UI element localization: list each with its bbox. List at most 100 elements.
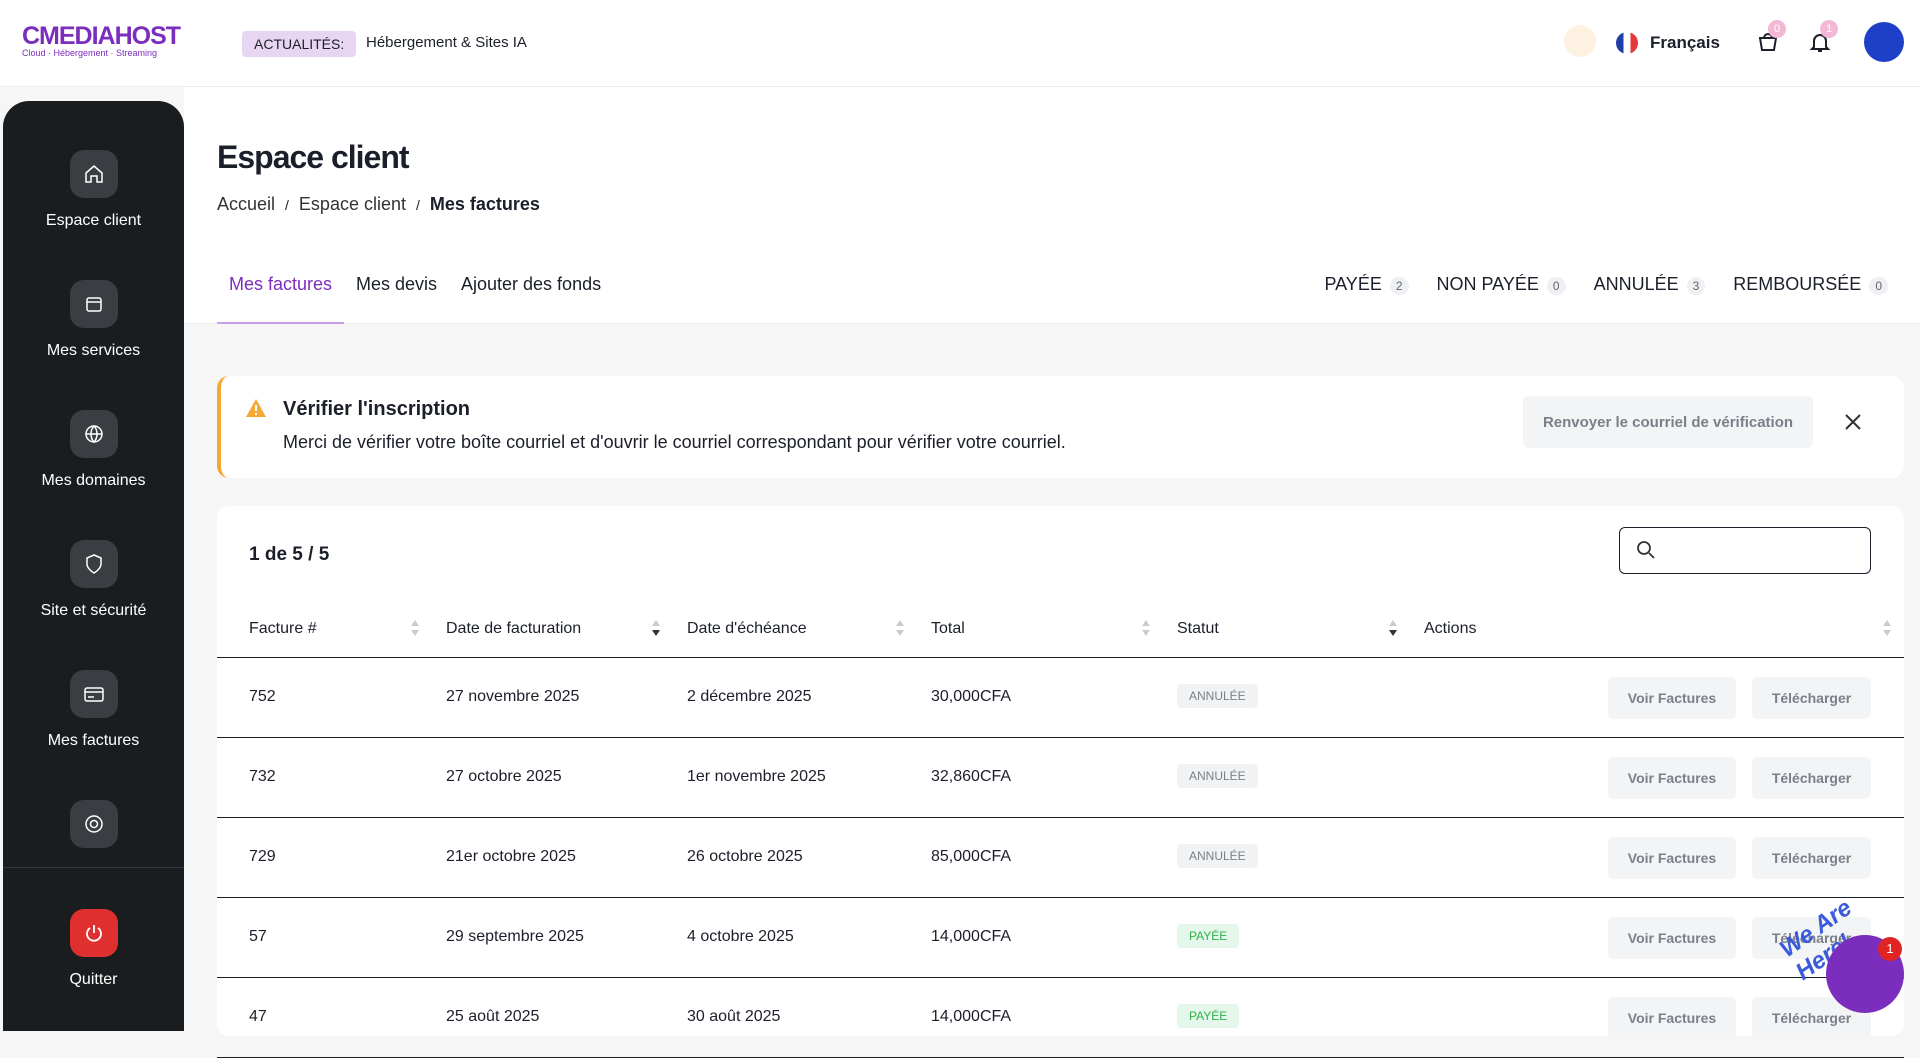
status-filter[interactable]: ANNULÉE 3 (1594, 274, 1706, 295)
breadcrumb-item[interactable]: Accueil (217, 194, 276, 214)
download-button[interactable]: Télécharger (1752, 837, 1871, 879)
sidebar-label: Espace client (45, 212, 142, 229)
tab[interactable]: Mes factures (217, 274, 345, 324)
view-button[interactable]: Voir Factures (1608, 997, 1736, 1039)
breadcrumb-item[interactable]: Espace client (298, 194, 406, 214)
column-header[interactable]: Date de facturation (446, 620, 582, 637)
sidebar-label: Mes services (46, 342, 141, 359)
cell: 752 (249, 688, 276, 705)
sidebar-icon (69, 670, 118, 718)
cell: 29 septembre 2025 (446, 928, 584, 945)
cell: 14,000CFA (931, 928, 1012, 945)
logo-tagline: Cloud · Hébergement · Streaming (22, 48, 158, 58)
sidebar-item[interactable] (3, 800, 184, 862)
sidebar-item[interactable]: Mes domaines (3, 410, 184, 490)
view-button[interactable]: Voir Factures (1608, 917, 1736, 959)
sidebar-label: Site et sécurité (40, 602, 147, 619)
status-filter[interactable]: PAYÉE 2 (1324, 274, 1409, 295)
filter-label: ANNULÉE (1593, 274, 1679, 294)
page: CMEDIAHOST Cloud · Hébergement · Streami… (0, 20, 1920, 1058)
filter-count: 3 (1686, 277, 1706, 295)
filter-count: 2 (1389, 277, 1409, 295)
cell: 27 octobre 2025 (446, 768, 562, 785)
cell: 21er octobre 2025 (446, 848, 576, 865)
news-label: ACTUALITÉS: (242, 31, 357, 57)
logo[interactable]: CMEDIAHOST (22, 22, 181, 50)
sidebar-item[interactable]: Site et sécurité (3, 540, 184, 620)
status-badge: ANNULÉE (1177, 764, 1258, 788)
sort-icon (651, 618, 661, 643)
status-filter[interactable]: REMBOURSÉE 0 (1733, 274, 1888, 295)
resend-button[interactable]: Renvoyer le courriel de vérification (1523, 396, 1813, 448)
invoice-table: 1 de 5 / 5 Facture # Date de facturation D… (217, 506, 1904, 1058)
download-button[interactable]: Télécharger (1752, 677, 1871, 719)
download-button[interactable]: Télécharger (1752, 757, 1871, 799)
alert: Vérifier l'inscription Merci de vérifier… (217, 376, 1904, 478)
cart-icon[interactable] (1756, 30, 1780, 54)
tabs: Mes factures Mes devis Ajouter des fonds (217, 274, 917, 324)
cell: 729 (249, 848, 276, 865)
language[interactable]: Français (1650, 33, 1720, 52)
theme-toggle[interactable] (1564, 25, 1596, 57)
cell: 14,000CFA (931, 1008, 1012, 1025)
tab[interactable]: Mes devis (356, 274, 438, 294)
status-badge: PAYÉE (1177, 1004, 1240, 1028)
view-button[interactable]: Voir Factures (1608, 837, 1736, 879)
sidebar-item[interactable]: Mes factures (3, 670, 184, 750)
sort-icon (895, 618, 905, 643)
filter-label: NON PAYÉE (1436, 274, 1539, 294)
cell: 4 octobre 2025 (687, 928, 794, 945)
status-badge: ANNULÉE (1177, 844, 1258, 868)
table-row: 47 25 août 2025 30 août 2025 14,000CFA PAYÉE… (217, 978, 1904, 1058)
column-header[interactable]: Date d'échéance (687, 620, 807, 637)
account-button[interactable] (1864, 22, 1904, 62)
news-text[interactable]: Hébergement & Sites IA (366, 34, 527, 51)
breadcrumb-separator: / (415, 197, 420, 213)
sidebar-label: Mes factures (47, 732, 140, 749)
warning-icon (246, 399, 266, 417)
sidebar-label: Mes domaines (41, 472, 146, 489)
alert-text: Merci de vérifier votre boîte courriel e… (283, 432, 1066, 452)
view-button[interactable]: Voir Factures (1608, 757, 1736, 799)
page-top: Espace client Accueil / Espace client / Mes … (184, 87, 1920, 324)
header-rule (217, 657, 1904, 658)
column-header[interactable]: Statut (1177, 620, 1219, 637)
filter-count: 0 (1869, 277, 1888, 295)
status-badge: ANNULÉE (1177, 684, 1258, 708)
search-input[interactable] (1619, 527, 1871, 574)
sidebar-item[interactable]: Espace client (3, 150, 184, 230)
table-summary: 1 de 5 / 5 (249, 544, 330, 565)
cell: 2 décembre 2025 (687, 688, 812, 705)
sort-icon (1388, 618, 1398, 643)
sidebar-icon (69, 410, 118, 458)
cell: 27 novembre 2025 (446, 688, 580, 705)
column-header[interactable]: Actions (1424, 620, 1477, 637)
close-alert[interactable] (1843, 412, 1863, 432)
sidebar-icon (69, 800, 118, 848)
view-button[interactable]: Voir Factures (1608, 677, 1736, 719)
column-header[interactable]: Facture # (249, 620, 317, 637)
table-row: 57 29 septembre 2025 4 octobre 2025 14,000C… (217, 898, 1904, 978)
sidebar-divider (3, 867, 184, 868)
alert-title: Vérifier l'inscription (283, 398, 471, 420)
cell: 57 (249, 928, 267, 945)
sort-icon (1141, 618, 1151, 643)
tab[interactable]: Ajouter des fonds (461, 274, 602, 294)
filter-count: 0 (1546, 277, 1566, 295)
cell: 47 (249, 1008, 267, 1025)
status-filter[interactable]: NON PAYÉE 0 (1437, 274, 1566, 295)
status-badge: PAYÉE (1177, 924, 1240, 948)
cell: 26 octobre 2025 (687, 848, 803, 865)
cart-badge: 0 (1768, 20, 1786, 38)
quit-label: Quitter (69, 971, 118, 988)
column-header[interactable]: Total (931, 620, 965, 637)
sidebar-icon (69, 150, 118, 198)
breadcrumb-item: Mes factures (429, 194, 540, 214)
sidebar-item[interactable]: Mes services (3, 280, 184, 360)
sidebar: Espace client Mes services Mes domaines Sit… (3, 101, 184, 1031)
breadcrumb: Accueil / Espace client / Mes factures (217, 194, 540, 215)
table-row: 752 27 novembre 2025 2 décembre 2025 30,000… (217, 658, 1904, 738)
sort-icon (1882, 618, 1892, 643)
filter-label: PAYÉE (1324, 274, 1382, 294)
quit-item[interactable]: Quitter (3, 909, 184, 989)
